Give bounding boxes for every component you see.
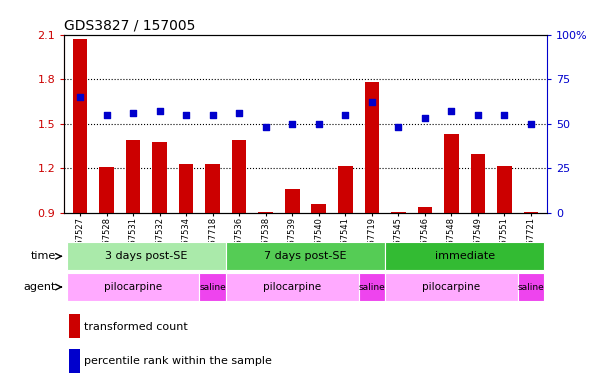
Text: transformed count: transformed count xyxy=(84,321,188,331)
Point xyxy=(367,99,377,106)
Text: time: time xyxy=(31,251,56,262)
Point xyxy=(526,121,536,127)
Bar xyxy=(232,140,246,213)
Text: saline: saline xyxy=(199,283,226,291)
Bar xyxy=(285,189,299,213)
Bar xyxy=(226,273,359,301)
Point xyxy=(75,94,85,100)
Text: 3 days post-SE: 3 days post-SE xyxy=(105,251,188,262)
Bar xyxy=(226,243,385,270)
Bar xyxy=(359,273,385,301)
Bar xyxy=(497,166,511,213)
Bar xyxy=(100,167,114,213)
Text: saline: saline xyxy=(518,283,544,291)
Point xyxy=(287,121,297,127)
Bar xyxy=(417,207,432,213)
Point xyxy=(473,112,483,118)
Bar xyxy=(67,243,226,270)
Bar xyxy=(69,349,79,373)
Bar xyxy=(258,212,273,213)
Bar xyxy=(518,273,544,301)
Bar xyxy=(152,142,167,213)
Point xyxy=(314,121,324,127)
Bar xyxy=(67,273,199,301)
Bar xyxy=(385,273,518,301)
Point xyxy=(500,112,510,118)
Point xyxy=(420,116,430,122)
Bar xyxy=(524,212,538,213)
Bar xyxy=(69,314,79,338)
Text: 7 days post-SE: 7 days post-SE xyxy=(264,251,347,262)
Text: pilocarpine: pilocarpine xyxy=(422,282,480,292)
Point xyxy=(101,112,111,118)
Bar xyxy=(312,204,326,213)
Bar xyxy=(126,140,141,213)
Bar xyxy=(391,212,406,213)
Bar xyxy=(179,164,194,213)
Point xyxy=(234,110,244,116)
Text: pilocarpine: pilocarpine xyxy=(104,282,162,292)
Text: percentile rank within the sample: percentile rank within the sample xyxy=(84,356,273,366)
Bar xyxy=(470,154,485,213)
Point xyxy=(155,108,164,114)
Bar xyxy=(365,82,379,213)
Bar xyxy=(205,164,220,213)
Point xyxy=(181,112,191,118)
Text: agent: agent xyxy=(24,282,56,292)
Text: immediate: immediate xyxy=(434,251,495,262)
Point xyxy=(261,124,271,131)
Text: GDS3827 / 157005: GDS3827 / 157005 xyxy=(64,18,196,32)
Bar xyxy=(444,134,459,213)
Text: saline: saline xyxy=(359,283,385,291)
Point xyxy=(128,110,138,116)
Bar xyxy=(338,166,353,213)
Bar xyxy=(73,39,87,213)
Bar xyxy=(385,243,544,270)
Point xyxy=(447,108,456,114)
Point xyxy=(340,112,350,118)
Bar xyxy=(199,273,226,301)
Point xyxy=(393,124,403,131)
Point xyxy=(208,112,218,118)
Text: pilocarpine: pilocarpine xyxy=(263,282,321,292)
